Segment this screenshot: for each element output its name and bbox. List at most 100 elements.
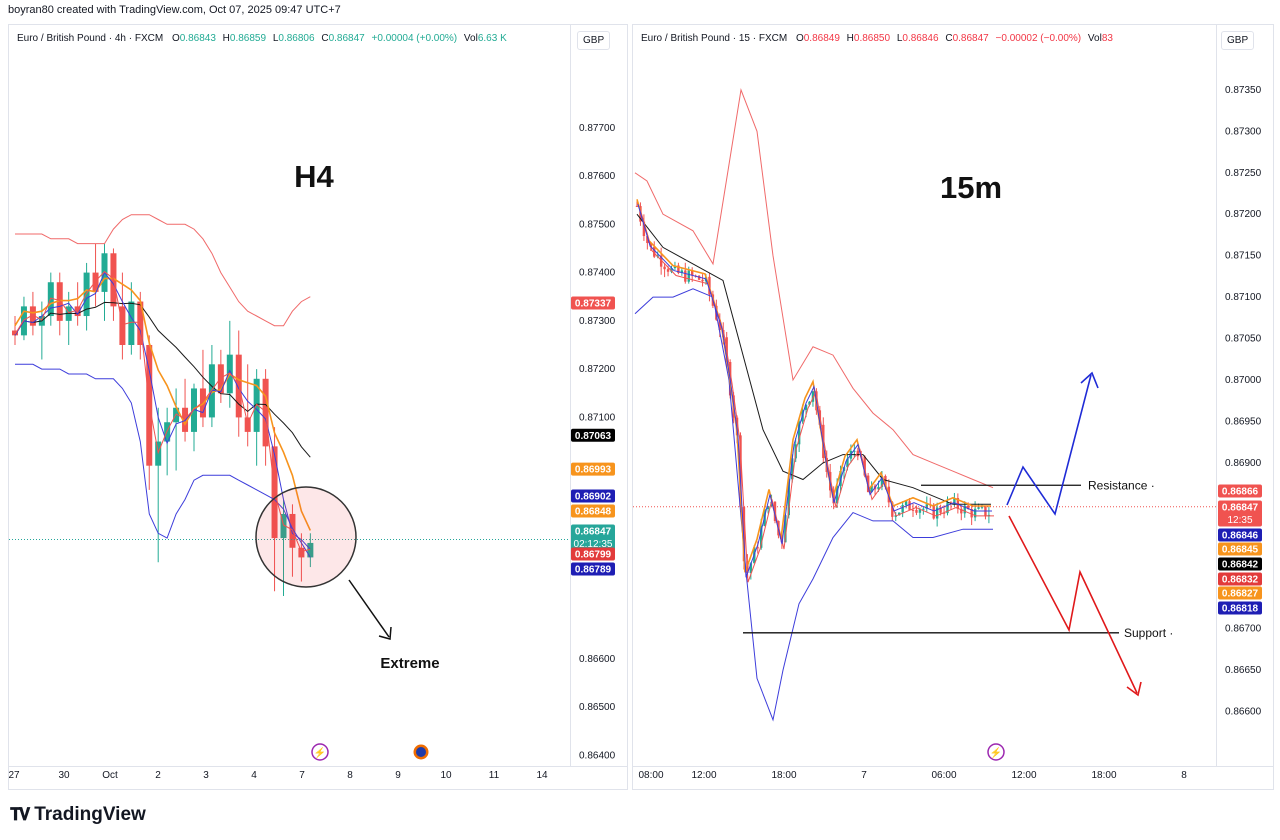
m15-candle-body [870, 485, 873, 493]
m15-vol-label: Vol [1087, 33, 1102, 44]
h4-y-tick: 0.86400 [579, 750, 616, 761]
extreme-arrow-line [348, 579, 390, 638]
bullish-projection-line [1006, 374, 1092, 516]
h4-y-tick: 0.87400 [579, 268, 616, 279]
h4-y-tick: 0.87500 [579, 219, 616, 230]
m15-chart-canvas[interactable]: 0.87350 0.87300 0.87250 0.87200 0.87150 0.871… [633, 25, 1273, 789]
m15-open: 0.86849 [803, 33, 840, 44]
h4-y-tick: 0.87600 [579, 171, 616, 182]
m15-candle-body [701, 279, 704, 282]
m15-candle-body [666, 269, 670, 272]
m15-price-label-bg [1218, 542, 1262, 556]
m15-candle-body [932, 504, 935, 519]
m15-candle-body [973, 508, 977, 518]
tv-logo-icon: 𝐓𝐕 [10, 805, 30, 824]
m15-candle-body [901, 505, 904, 513]
m15-price-axis-border [1216, 25, 1217, 767]
h4-x-tick: 10 [440, 770, 452, 781]
m15-candle-body [784, 515, 787, 543]
h4-price-label: 0.87063 [575, 431, 612, 442]
m15-y-tick: 0.87150 [1225, 251, 1262, 262]
m15-y-tick: 0.86700 [1225, 624, 1262, 635]
h4-x-tick: 30 [58, 770, 70, 781]
m15-candle-body [853, 450, 856, 452]
m15-candle-body [691, 270, 694, 276]
h4-legend: Euro / British Pound · 4h · FXCM O0.8684… [17, 33, 507, 44]
h4-price-label: 0.86789 [575, 565, 612, 576]
m15-candle-body [766, 506, 770, 510]
m15-candle-body [863, 456, 866, 476]
m15-chart-panel[interactable]: Euro / British Pound · 15 · FXCM O0.8684… [632, 24, 1274, 790]
m15-high-label: H [846, 33, 854, 44]
h4-ma-blue-line [14, 271, 311, 550]
m15-candle-body [908, 501, 911, 510]
m15-x-tick: 18:00 [771, 770, 796, 781]
m15-candle-body [646, 236, 649, 243]
m15-y-tick: 0.87000 [1225, 375, 1262, 386]
resistance-label: Resistance · [1088, 478, 1155, 492]
h4-candle-body [217, 364, 224, 394]
m15-open-label: O [795, 33, 804, 44]
bearish-projection-arrowhead [1126, 681, 1142, 697]
m15-price-label: 0.86827 [1222, 589, 1259, 600]
extreme-circle [255, 486, 357, 588]
h4-currency-button[interactable]: GBP [577, 31, 611, 50]
m15-candle-body [835, 485, 839, 504]
m15-candle-body [915, 509, 918, 513]
h4-bb-upper-line [15, 214, 311, 327]
h4-price-label-bg [571, 547, 615, 561]
brand-name: TradingView [34, 804, 146, 825]
m15-candle-body [942, 512, 946, 514]
m15-candle-body [718, 319, 721, 330]
h4-close-label: C [321, 33, 329, 44]
h4-price-axis-border [570, 25, 571, 767]
flash-event-icon-glyph: ⚡ [314, 746, 326, 759]
flash-event-icon [311, 743, 329, 761]
m15-candle-body [677, 265, 680, 273]
m15-ma-red-line [639, 209, 994, 583]
h4-chart-panel[interactable]: Euro / British Pound · 4h · FXCM O0.8684… [8, 24, 628, 790]
m15-candle-body [635, 205, 639, 207]
m15-candle-body [787, 479, 790, 516]
m15-candle-body [918, 509, 922, 513]
h4-x-tick: 7 [299, 770, 305, 781]
m15-candle-body [891, 502, 894, 517]
h4-x-tick: 27 [9, 770, 20, 781]
m15-candle-body [642, 221, 646, 237]
m15-y-tick: 0.87050 [1225, 334, 1262, 345]
m15-candle-body [791, 458, 794, 480]
m15-currency-button[interactable]: GBP [1221, 31, 1255, 50]
m15-candle-body [880, 475, 884, 487]
m15-volume: 83 [1101, 33, 1113, 44]
h4-ma-red-line [14, 270, 311, 553]
h4-candle-body [92, 272, 99, 292]
m15-candle-body [680, 270, 684, 273]
h4-y-tick: 0.87200 [579, 364, 616, 375]
h4-price-label-bg [571, 296, 615, 310]
h4-price-label: 0.86848 [575, 507, 612, 518]
support-label: Support · [1124, 626, 1173, 640]
h4-chart-canvas[interactable]: 0.87700 0.87600 0.87500 0.87400 0.87300 0.872… [9, 25, 627, 789]
m15-x-tick: 7 [861, 770, 867, 781]
h4-x-tick: Oct [102, 770, 118, 781]
m15-candle-body [980, 506, 984, 508]
m15-price-label-bg [1218, 528, 1262, 542]
tradingview-brand[interactable]: 𝐓𝐕 TradingView [10, 804, 146, 826]
m15-candle-body [970, 508, 973, 518]
m15-candle-body [884, 475, 887, 487]
m15-candle-body [653, 246, 656, 257]
m15-legend: Euro / British Pound · 15 · FXCM O0.8684… [641, 33, 1113, 44]
h4-x-tick: 4 [251, 770, 257, 781]
h4-high-label: H [222, 33, 230, 44]
m15-close-label: C [945, 33, 953, 44]
h4-candle-body [280, 513, 287, 539]
m15-time-axis-border [633, 766, 1273, 767]
m15-price-label-bg [1218, 586, 1262, 600]
h4-vol-label: Vol [463, 33, 478, 44]
eu-event-icon-inner [416, 747, 426, 757]
h4-bb-lower-line [15, 363, 311, 558]
m15-y-tick: 0.86650 [1225, 665, 1262, 676]
m15-candle-body [659, 255, 663, 267]
h4-price-label: 0.86847 [575, 527, 612, 538]
m15-x-tick: 18:00 [1091, 770, 1116, 781]
